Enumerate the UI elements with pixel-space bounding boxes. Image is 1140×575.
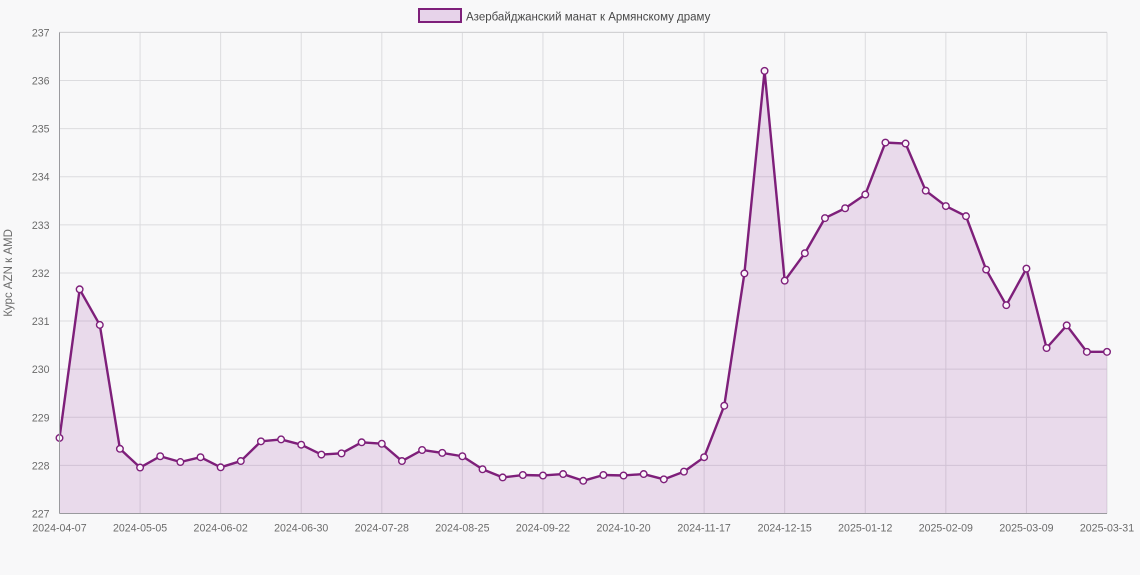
svg-text:2024-10-20: 2024-10-20 xyxy=(596,523,650,535)
svg-text:2024-06-02: 2024-06-02 xyxy=(194,523,248,535)
svg-text:230: 230 xyxy=(32,364,50,376)
svg-text:227: 227 xyxy=(32,509,50,521)
svg-text:2025-02-09: 2025-02-09 xyxy=(919,523,973,535)
svg-text:Азербайджанский манат к Армянс: Азербайджанский манат к Армянскому драму xyxy=(466,12,711,24)
svg-text:2024-12-15: 2024-12-15 xyxy=(758,523,812,535)
svg-text:2025-03-09: 2025-03-09 xyxy=(999,523,1053,535)
svg-text:2024-08-25: 2024-08-25 xyxy=(435,523,489,535)
svg-text:2024-11-17: 2024-11-17 xyxy=(677,523,731,535)
svg-text:229: 229 xyxy=(32,412,50,424)
svg-text:235: 235 xyxy=(32,124,50,136)
svg-text:2025-01-12: 2025-01-12 xyxy=(838,523,892,535)
svg-text:Курс AZN к AMD: Курс AZN к AMD xyxy=(3,229,15,317)
svg-text:236: 236 xyxy=(32,76,50,88)
svg-text:2024-05-05: 2024-05-05 xyxy=(113,523,167,535)
svg-text:231: 231 xyxy=(32,316,50,328)
svg-text:2024-07-28: 2024-07-28 xyxy=(355,523,409,535)
svg-text:237: 237 xyxy=(32,27,50,39)
svg-text:232: 232 xyxy=(32,268,50,280)
svg-text:2025-03-31: 2025-03-31 xyxy=(1080,523,1134,535)
svg-text:2024-04-07: 2024-04-07 xyxy=(32,523,86,535)
svg-text:2024-06-30: 2024-06-30 xyxy=(274,523,328,535)
svg-text:233: 233 xyxy=(32,220,50,232)
svg-text:228: 228 xyxy=(32,460,50,472)
svg-text:2024-09-22: 2024-09-22 xyxy=(516,523,570,535)
svg-text:234: 234 xyxy=(32,172,50,184)
